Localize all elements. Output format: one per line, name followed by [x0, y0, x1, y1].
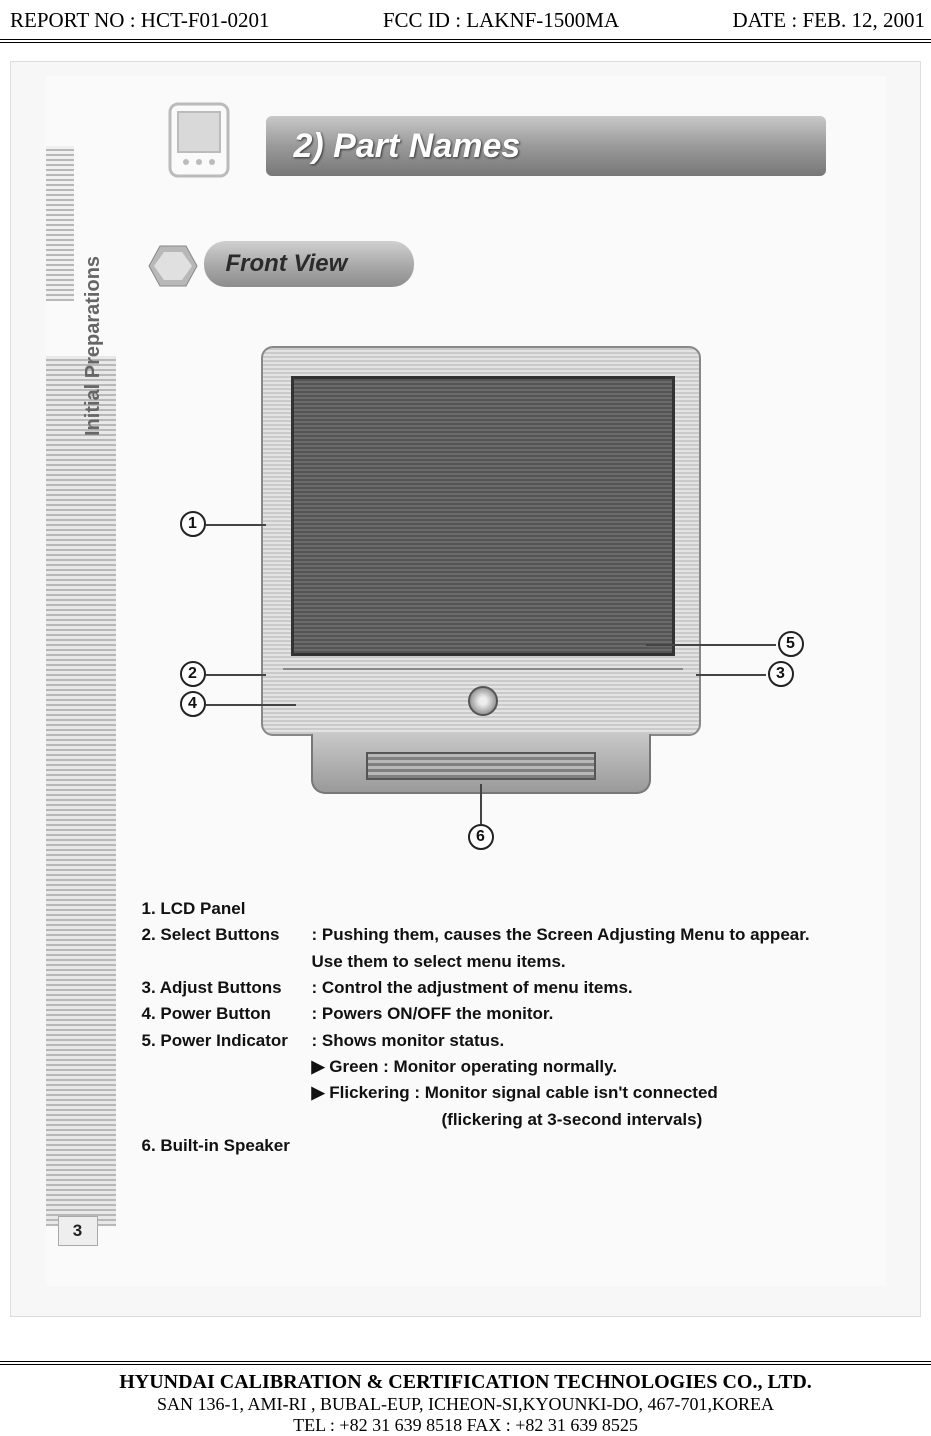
- part-2-desc2: Use them to select menu items.: [142, 949, 862, 975]
- hex-bullet-icon: [148, 244, 198, 288]
- callout-line-1: [206, 524, 266, 526]
- monitor-diagram: 1 2 4 3 5 6: [216, 346, 746, 826]
- part-5-desc: : Shows monitor status.: [312, 1028, 505, 1054]
- callout-1: 1: [180, 511, 206, 537]
- speaker-graphic: [366, 752, 596, 780]
- header-rule: [0, 39, 931, 43]
- bezel-divider: [283, 668, 683, 670]
- callout-5: 5: [778, 631, 804, 657]
- part-3-desc: : Control the adjustment of menu items.: [312, 975, 633, 1001]
- callout-2: 2: [180, 661, 206, 687]
- footer-rule: [0, 1361, 931, 1365]
- part-4-term: 4. Power Button: [142, 1001, 312, 1027]
- manual-page: Initial Preparations 3 2) Part Names Fro…: [46, 76, 886, 1286]
- report-no: REPORT NO : HCT-F01-0201: [10, 8, 270, 33]
- page-header: REPORT NO : HCT-F01-0201 FCC ID : LAKNF-…: [0, 0, 931, 37]
- subsection-title: Front View: [204, 241, 414, 287]
- part-5-term: 5. Power Indicator: [142, 1028, 312, 1054]
- callout-4: 4: [180, 691, 206, 717]
- callout-6: 6: [468, 824, 494, 850]
- scanned-page: Initial Preparations 3 2) Part Names Fro…: [10, 61, 921, 1317]
- part-2-term: 2. Select Buttons: [142, 922, 312, 948]
- parts-list: 1. LCD Panel 2. Select Buttons : Pushing…: [142, 896, 862, 1159]
- footer-address: SAN 136-1, AMI-RI , BUBAL-EUP, ICHEON-SI…: [0, 1394, 931, 1415]
- lcd-panel: [291, 376, 675, 656]
- part-3-term: 3. Adjust Buttons: [142, 975, 312, 1001]
- page-number: 3: [58, 1216, 98, 1246]
- callout-line-6: [480, 784, 482, 824]
- part-5-bullet1: ▶ Green : Monitor operating normally.: [142, 1054, 862, 1080]
- pda-icon: [156, 96, 251, 186]
- footer-contact: TEL : +82 31 639 8518 FAX : +82 31 639 8…: [0, 1415, 931, 1436]
- monitor-body: [261, 346, 701, 736]
- section-title: 2) Part Names: [266, 116, 826, 176]
- power-button-graphic: [468, 686, 498, 716]
- callout-line-4: [206, 704, 296, 706]
- callout-line-5: [646, 644, 776, 646]
- footer-company: HYUNDAI CALIBRATION & CERTIFICATION TECH…: [0, 1371, 931, 1394]
- margin-hatch-side: [46, 356, 116, 1226]
- part-5-bullet2: ▶ Flickering : Monitor signal cable isn'…: [142, 1080, 862, 1106]
- fcc-id: FCC ID : LAKNF-1500MA: [383, 8, 619, 33]
- part-4-desc: : Powers ON/OFF the monitor.: [312, 1001, 554, 1027]
- part-5-bullet3: (flickering at 3-second intervals): [142, 1107, 862, 1133]
- margin-hatch-top: [46, 146, 74, 301]
- part-6-term: 6. Built-in Speaker: [142, 1133, 290, 1159]
- callout-3: 3: [768, 661, 794, 687]
- callout-line-3: [696, 674, 766, 676]
- report-date: DATE : FEB. 12, 2001: [732, 8, 925, 33]
- callout-line-2: [206, 674, 266, 676]
- part-1-term: 1. LCD Panel: [142, 896, 312, 922]
- side-tab-label: Initial Preparations: [82, 256, 105, 436]
- part-2-desc: : Pushing them, causes the Screen Adjust…: [312, 922, 810, 948]
- page-footer: HYUNDAI CALIBRATION & CERTIFICATION TECH…: [0, 1361, 931, 1436]
